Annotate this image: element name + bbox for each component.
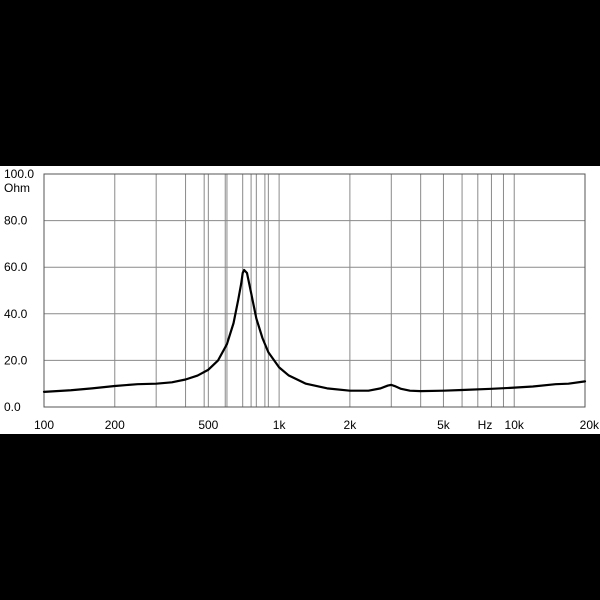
grid-layer <box>44 173 586 408</box>
series-layer <box>42 268 587 393</box>
x-axis-unit-label: Hz <box>478 418 493 432</box>
x-tick-label: 2k <box>344 418 358 432</box>
impedance-chart: Ohm Hz 0.0 20.0 40.0 60.0 80.0 100.0 100 200 500… <box>4 167 600 432</box>
x-tick-label: 20k <box>580 418 600 432</box>
label-layer: Ohm Hz 0.0 20.0 40.0 60.0 80.0 100.0 100 200 500… <box>4 167 600 432</box>
y-tick-label: 40.0 <box>4 307 28 321</box>
plot-panel: Ohm Hz 0.0 20.0 40.0 60.0 80.0 100.0 100 200 500… <box>0 166 600 434</box>
x-tick-label: 5k <box>437 418 451 432</box>
y-tick-label: 0.0 <box>4 400 21 414</box>
y-axis-unit-label: Ohm <box>4 181 30 195</box>
x-tick-label: 100 <box>34 418 54 432</box>
axes-layer <box>43 173 586 408</box>
x-tick-label: 500 <box>198 418 218 432</box>
y-tick-label: 100.0 <box>4 167 34 181</box>
x-tick-label: 1k <box>273 418 287 432</box>
impedance-curve <box>42 268 587 393</box>
x-tick-label: 200 <box>105 418 125 432</box>
plot-frame <box>43 173 586 408</box>
y-tick-label: 80.0 <box>4 214 28 228</box>
y-tick-label: 60.0 <box>4 260 28 274</box>
x-tick-label: 10k <box>505 418 525 432</box>
y-tick-label: 20.0 <box>4 353 28 367</box>
